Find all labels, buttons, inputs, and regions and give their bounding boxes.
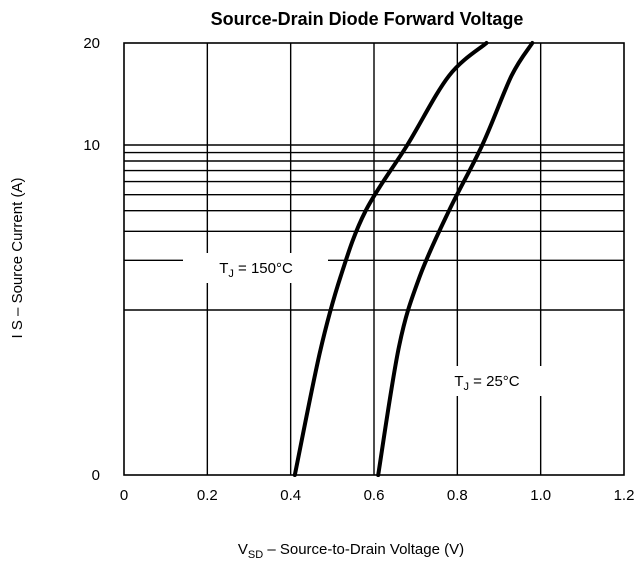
- y-tick-label: 10: [83, 137, 100, 154]
- x-tick-label: 1.2: [614, 487, 635, 504]
- x-tick-label: 1.0: [530, 487, 551, 504]
- grid-layer: [124, 43, 624, 475]
- annotation-layer: TJ = 150°C TJ = 25°C: [183, 253, 550, 396]
- plot-frame: [123, 42, 625, 476]
- series-line: [376, 41, 535, 477]
- x-axis-label-main: V: [238, 541, 248, 558]
- series-line: [292, 41, 489, 477]
- x-tick-label: 0.8: [447, 487, 468, 504]
- y-tick-label: 20: [83, 35, 100, 52]
- y-tick-label: 0: [92, 467, 100, 484]
- x-axis-label-rest: – Source-to-Drain Voltage (V): [263, 541, 464, 558]
- annotation-background: [425, 366, 550, 396]
- series-annotation: TJ = 25°C: [454, 373, 519, 393]
- y-axis-label: I S – Source Current (A): [9, 178, 26, 339]
- annotation-background: [183, 253, 328, 283]
- series-annotation: TJ = 150°C: [219, 260, 293, 280]
- chart-title: Source-Drain Diode Forward Voltage: [211, 9, 524, 29]
- x-tick-label: 0.4: [280, 487, 301, 504]
- tick-layer: 0 0.2 0.4 0.6 0.8 1.0 1.2 0 10 20: [83, 35, 634, 504]
- series-layer: [292, 41, 535, 477]
- x-tick-label: 0: [120, 487, 128, 504]
- x-tick-label: 0.2: [197, 487, 218, 504]
- x-axis-label-sub: SD: [248, 549, 263, 561]
- x-tick-label: 0.6: [364, 487, 385, 504]
- x-axis-label: VSD – Source-to-Drain Voltage (V): [238, 541, 464, 561]
